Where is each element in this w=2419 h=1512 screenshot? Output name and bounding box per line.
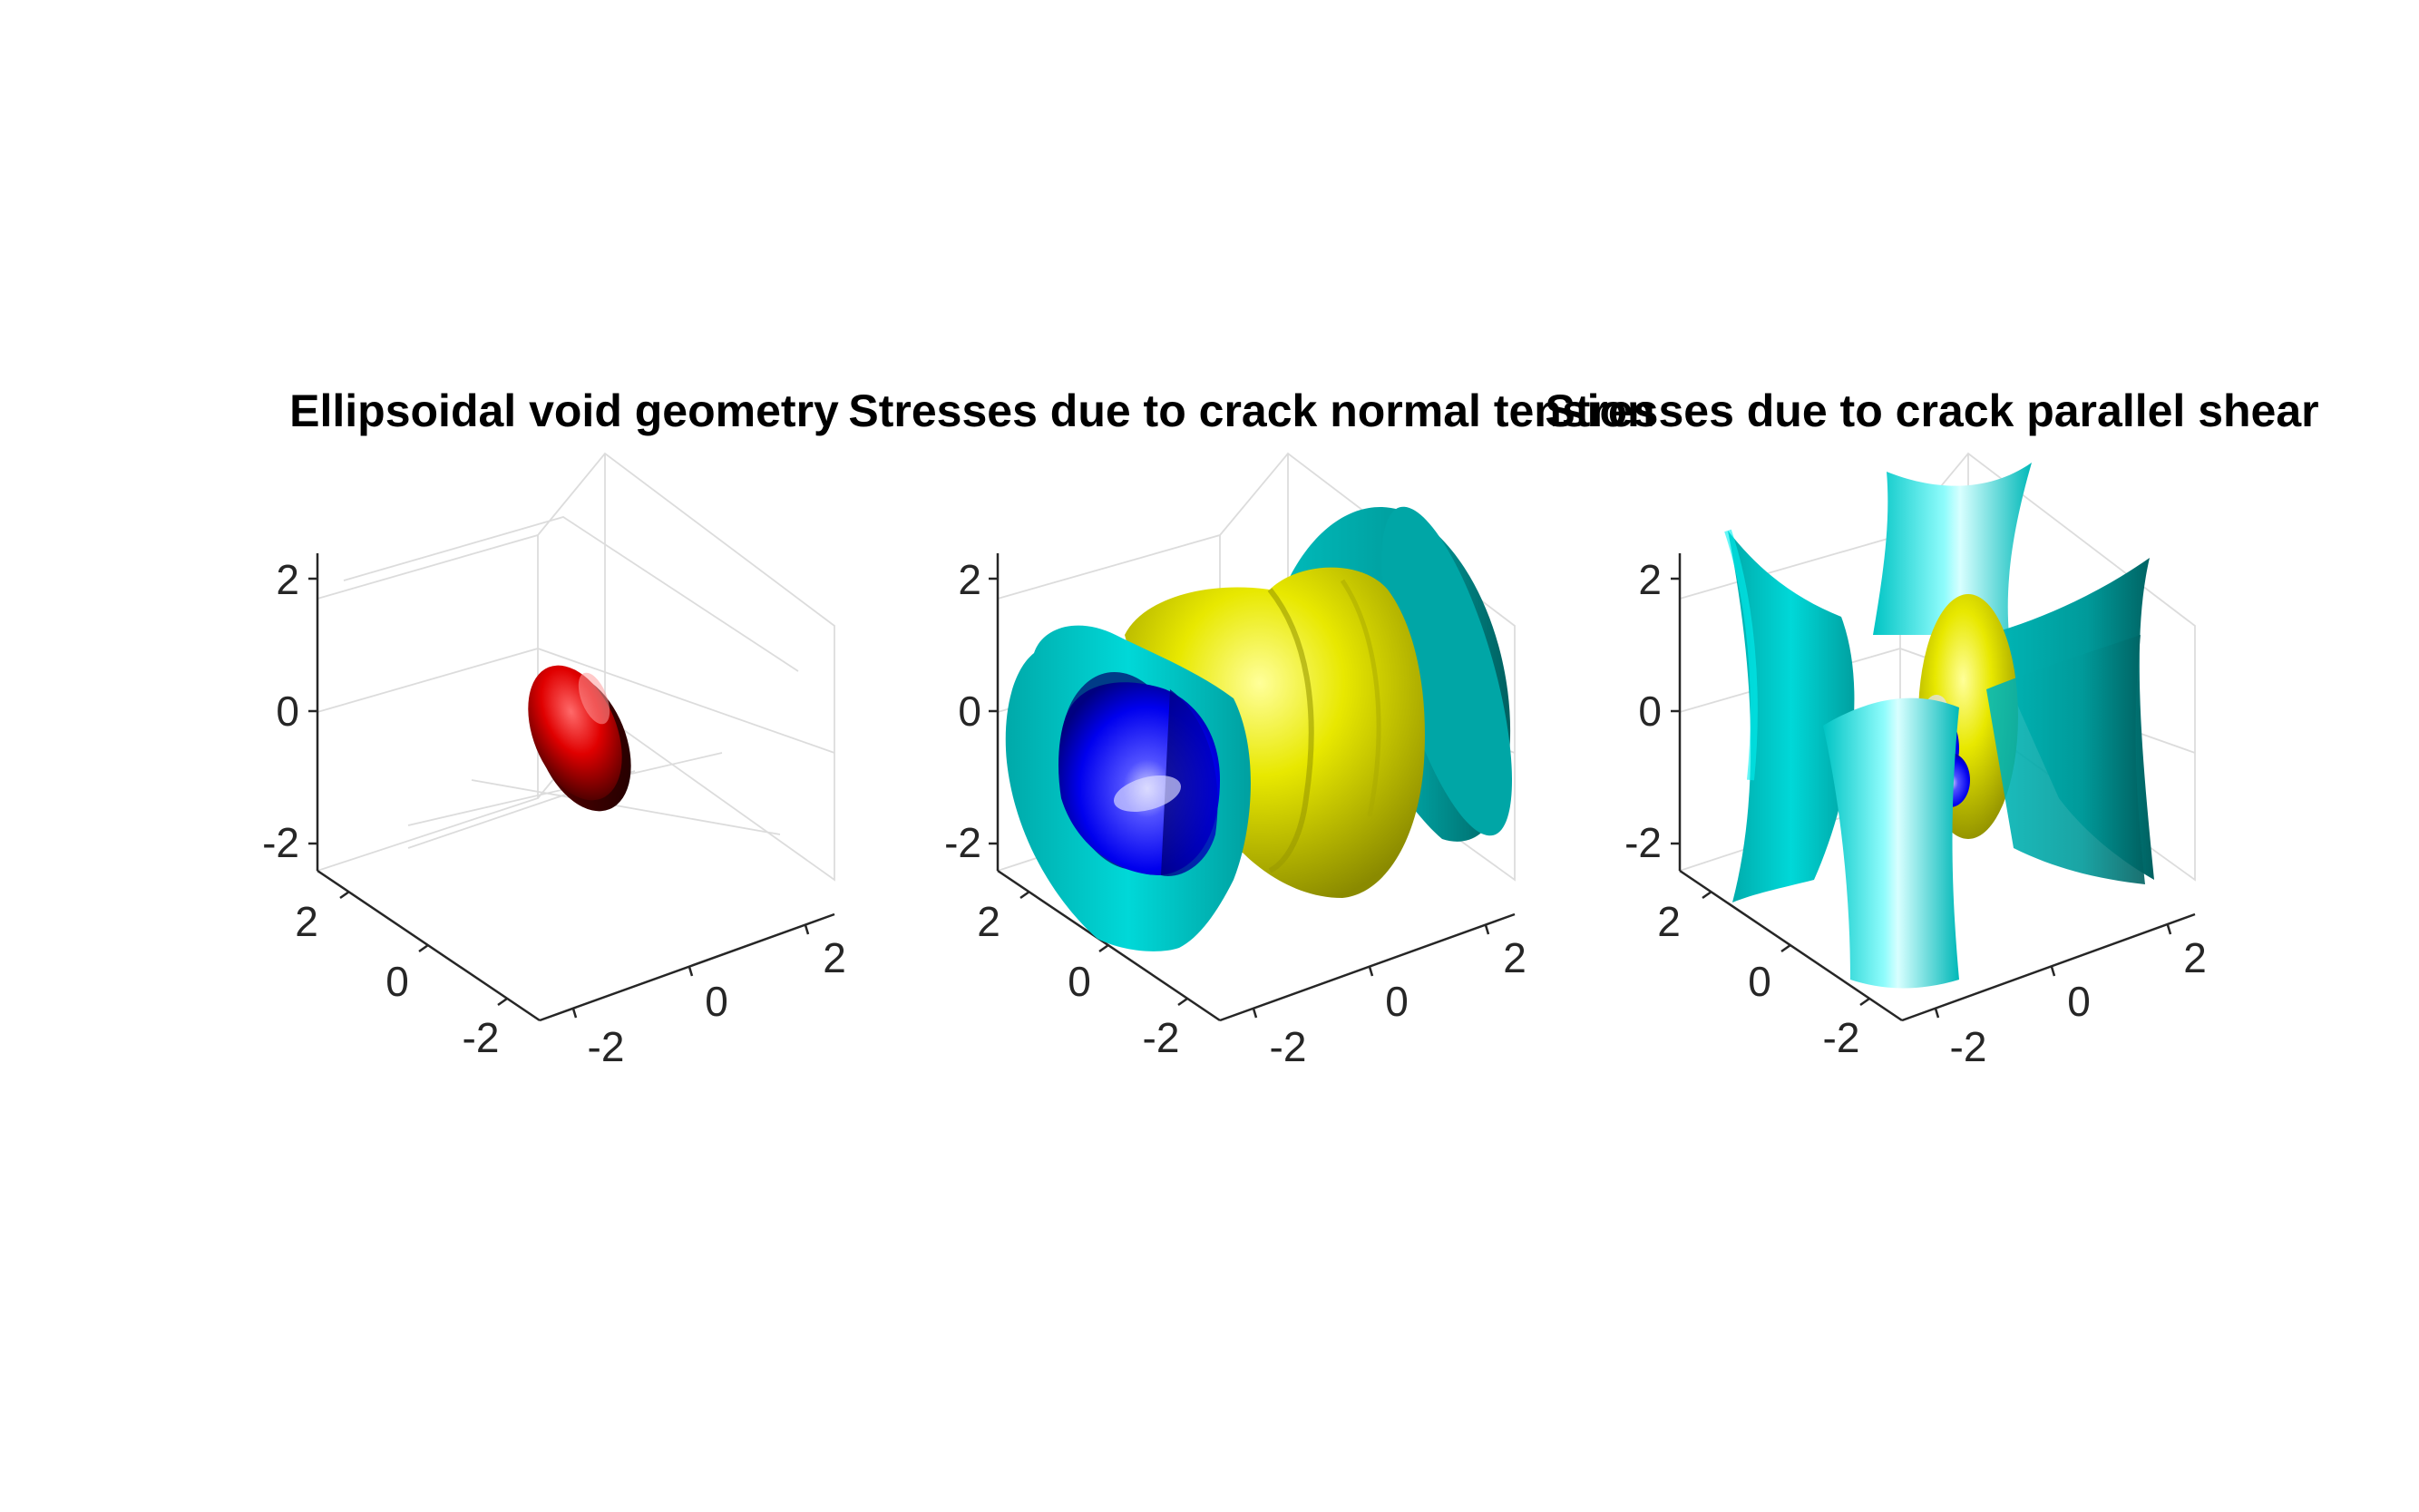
panel-1-y-tick: -2 bbox=[463, 1014, 500, 1061]
panel-1-z-tick: 2 bbox=[276, 556, 299, 603]
panel-3-y-tick: -2 bbox=[1823, 1014, 1860, 1061]
panel-3: Stresses due to crack parallel shear 2 0… bbox=[1545, 385, 2318, 1070]
panel-1-grid bbox=[317, 452, 835, 882]
panel-1-axes bbox=[308, 553, 835, 1022]
panel-1-x-tick: 0 bbox=[705, 978, 728, 1025]
panel-2-surfaces bbox=[1005, 506, 1512, 951]
panel-3-y-tick: 0 bbox=[1748, 958, 1771, 1005]
panel-3-x-tick: 0 bbox=[2067, 978, 2091, 1025]
panel-3-x-tick: 2 bbox=[2183, 934, 2207, 981]
panel-3-axes bbox=[1671, 553, 2196, 1022]
panel-1-y-tick: 0 bbox=[385, 958, 409, 1005]
panel-2-axes bbox=[989, 553, 1516, 1022]
panel-2-z-tick: 2 bbox=[958, 556, 981, 603]
panel-2-y-tick: -2 bbox=[1143, 1014, 1180, 1061]
panel-2-y-tick: 2 bbox=[977, 898, 1000, 945]
panel-3-title: Stresses due to crack parallel shear bbox=[1545, 385, 2318, 436]
panel-1-x-tick: -2 bbox=[588, 1023, 625, 1070]
panel-3-z-tick: 2 bbox=[1638, 556, 1662, 603]
panel-2-z-tick: 0 bbox=[958, 688, 981, 735]
panel-2-z-tick: -2 bbox=[944, 819, 981, 866]
panel-2-y-tick: 0 bbox=[1068, 958, 1091, 1005]
panel-3-y-tick: 2 bbox=[1657, 898, 1681, 945]
panel-1-title: Ellipsoidal void geometry bbox=[289, 385, 839, 436]
panel-2-x-tick: 2 bbox=[1503, 934, 1527, 981]
panel-2-x-tick: -2 bbox=[1270, 1023, 1307, 1070]
panel-1: Ellipsoidal void geometry 2 0 bbox=[262, 385, 846, 1070]
panel-3-x-tick: -2 bbox=[1950, 1023, 1987, 1070]
panel-2-title: Stresses due to crack normal tension bbox=[848, 385, 1654, 436]
panel-1-void-ellipsoid bbox=[528, 665, 631, 812]
panel-1-z-tick: -2 bbox=[262, 819, 299, 866]
panel-3-surfaces bbox=[1724, 463, 2154, 989]
panel-2-x-tick: 0 bbox=[1385, 978, 1409, 1025]
panel-2: Stresses due to crack normal tension 2 0… bbox=[848, 385, 1654, 1070]
panel-1-z-tick: 0 bbox=[276, 688, 299, 735]
panel-3-z-tick: -2 bbox=[1624, 819, 1662, 866]
panel-1-x-tick: 2 bbox=[823, 934, 846, 981]
panel-1-y-tick: 2 bbox=[295, 898, 318, 945]
panel-3-z-tick: 0 bbox=[1638, 688, 1662, 735]
